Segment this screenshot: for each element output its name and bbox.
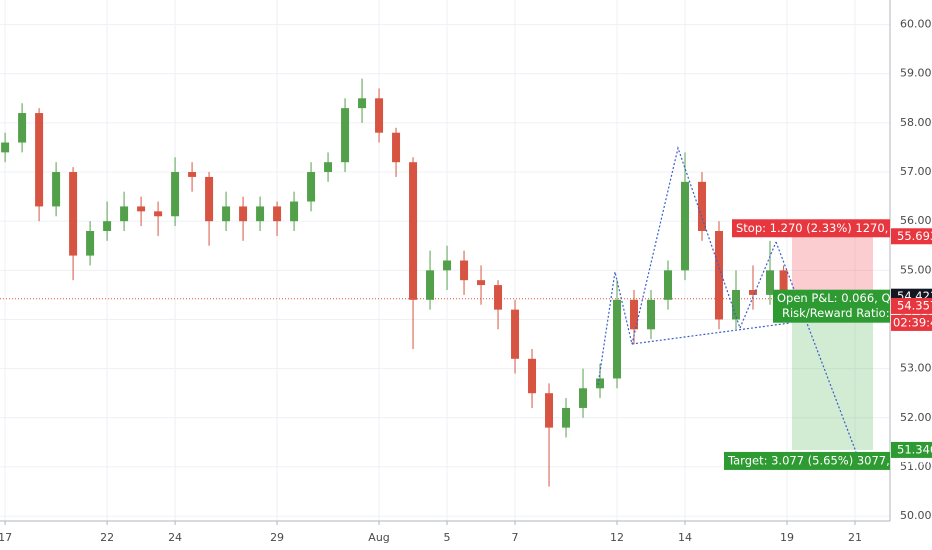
candle-body xyxy=(392,132,401,163)
candle-body xyxy=(375,98,384,133)
candle-body xyxy=(1,142,10,153)
target-price: 51.346 xyxy=(897,442,932,456)
x-tick-label: 12 xyxy=(610,531,624,544)
candle-body xyxy=(613,299,622,379)
labels: 50.00051.00052.00053.00054.00055.00056.0… xyxy=(0,18,932,544)
pattern-line xyxy=(775,241,857,453)
candle-body xyxy=(222,206,231,222)
candle-body xyxy=(239,206,248,222)
target-label: Target: 3.077 (5.65%) 3077, Amoun xyxy=(727,453,932,467)
candle-body xyxy=(256,206,265,222)
x-tick-label: 17 xyxy=(0,531,12,544)
x-tick-label: Aug xyxy=(368,531,389,544)
rr-label: Risk/Reward Ratio: 2.42 xyxy=(782,306,919,320)
candle-body xyxy=(765,270,774,295)
candle-body xyxy=(307,172,316,202)
candle-body xyxy=(409,162,418,300)
candle-body xyxy=(358,98,367,109)
x-tick-label: 14 xyxy=(678,531,692,544)
candle-body xyxy=(545,393,554,428)
bid-price: 54.357 xyxy=(897,298,932,312)
stop-label-box xyxy=(732,219,890,238)
candle-body xyxy=(341,108,350,163)
candle-body xyxy=(698,181,707,232)
y-tick-label: 56.000 xyxy=(900,214,932,227)
y-tick-label: 53.000 xyxy=(900,362,932,375)
grid xyxy=(0,0,890,521)
candle-body xyxy=(324,162,333,173)
candle-body xyxy=(120,206,129,222)
candle-body xyxy=(426,270,435,300)
candle-body xyxy=(443,260,452,271)
candle-body xyxy=(18,113,27,143)
candle-body xyxy=(290,201,299,222)
y-tick-label: 57.000 xyxy=(900,165,932,178)
candle-body xyxy=(596,378,605,389)
y-tick-label: 50.000 xyxy=(900,509,932,522)
candle-body xyxy=(647,299,656,330)
candle-body xyxy=(528,358,537,394)
bid-price-box xyxy=(891,297,932,314)
x-tick-label: 19 xyxy=(780,531,794,544)
target-price-box xyxy=(891,441,932,458)
stop-price: 55.693 xyxy=(897,229,932,243)
risk-zone xyxy=(792,236,873,299)
y-tick-label: 59.000 xyxy=(900,67,932,80)
candle-body xyxy=(103,221,112,232)
candle-body xyxy=(715,231,724,320)
candle-body xyxy=(154,211,163,217)
candle-body xyxy=(137,206,146,212)
candle-body xyxy=(630,299,639,330)
candle-body xyxy=(732,289,741,320)
candle-body xyxy=(86,231,95,256)
countdown: 02:39:49 xyxy=(893,315,932,329)
reward-zone xyxy=(792,298,873,450)
x-tick-label: 21 xyxy=(848,531,862,544)
candle-body xyxy=(35,113,44,207)
candle-body xyxy=(562,407,571,428)
pattern-line xyxy=(631,322,791,345)
pnl-label-box xyxy=(773,289,890,308)
position-tool xyxy=(0,236,890,450)
candle-body xyxy=(273,206,282,222)
x-tick-label: 29 xyxy=(270,531,284,544)
y-tick-label: 60.000 xyxy=(900,18,932,31)
countdown-box xyxy=(891,314,932,331)
candle-body xyxy=(681,181,690,271)
pattern-drawing xyxy=(597,145,857,453)
x-tick-label: 5 xyxy=(444,531,451,544)
candles xyxy=(1,78,788,487)
candle-body xyxy=(171,172,180,217)
pattern-line xyxy=(597,145,777,386)
candle-body xyxy=(205,176,214,222)
candle-body xyxy=(779,270,788,299)
candle-body xyxy=(52,172,61,207)
y-tick-label: 51.000 xyxy=(900,460,932,473)
y-tick-label: 58.000 xyxy=(900,116,932,129)
candle-body xyxy=(188,172,197,177)
x-tick-label: 7 xyxy=(512,531,519,544)
candle-body xyxy=(477,280,486,286)
x-tick-label: 22 xyxy=(100,531,114,544)
candle-body xyxy=(664,270,673,300)
candle-body xyxy=(69,172,78,256)
stop-label: Stop: 1.270 (2.33%) 1270, Amoun xyxy=(736,221,932,235)
candle-body xyxy=(579,388,588,408)
candle-body xyxy=(460,260,469,281)
rr-label-box xyxy=(773,304,890,323)
y-tick-label: 55.000 xyxy=(900,263,932,276)
target-label-box xyxy=(724,451,890,470)
candle-body xyxy=(494,285,503,310)
candle-body xyxy=(748,289,757,295)
x-tick-label: 24 xyxy=(168,531,182,544)
stop-price-box xyxy=(891,228,932,245)
candle-body xyxy=(511,309,520,359)
y-tick-label: 52.000 xyxy=(900,411,932,424)
